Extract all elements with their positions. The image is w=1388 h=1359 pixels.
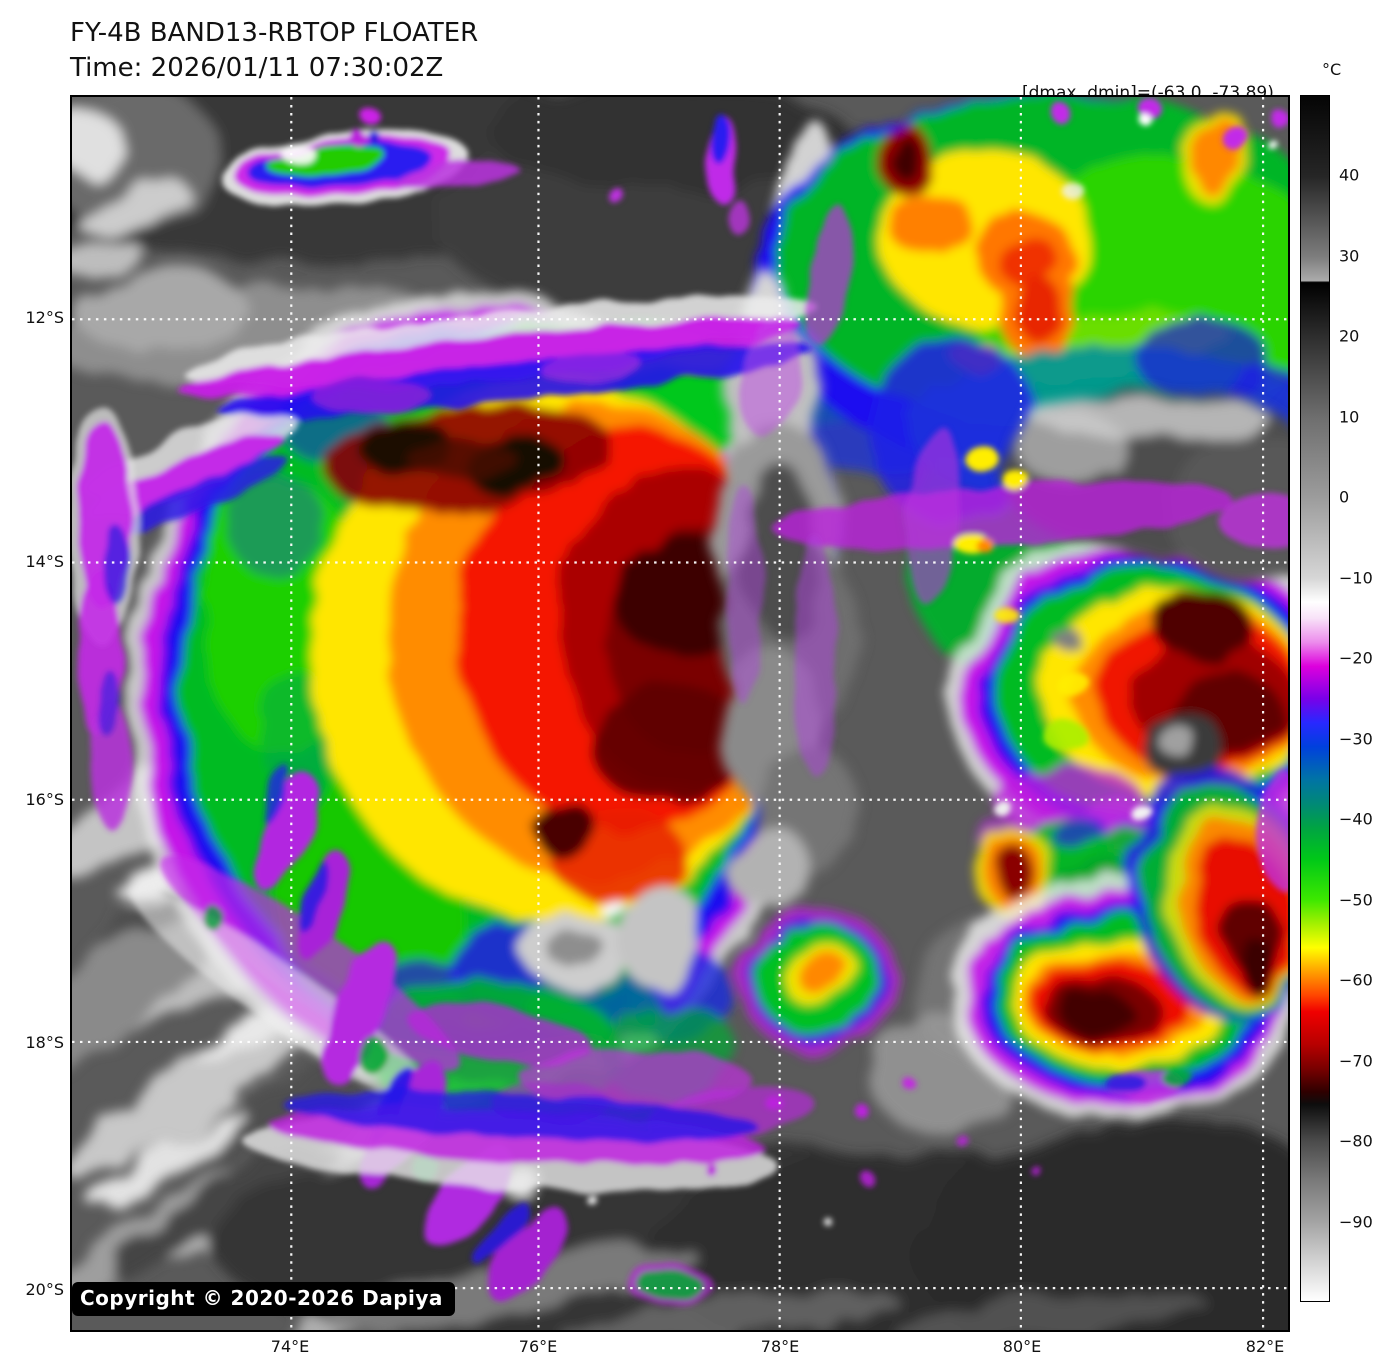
longitude-label: 74°E xyxy=(270,1337,310,1356)
colorbar-tick-label: 40 xyxy=(1339,165,1360,185)
colorbar-tick-label: −30 xyxy=(1339,729,1373,749)
colorbar-tick-label: 10 xyxy=(1339,407,1360,427)
longitude-label: 82°E xyxy=(1245,1337,1285,1356)
colorbar-tick-label: 30 xyxy=(1339,246,1360,266)
colorbar-tick-label: −80 xyxy=(1339,1131,1373,1151)
satellite-image xyxy=(72,97,1288,1330)
colorbar-gradient xyxy=(1300,95,1330,1302)
colorbar-tick-label: −40 xyxy=(1339,809,1373,829)
color-enhanced-layer xyxy=(126,97,1288,1121)
latitude-label: 12°S xyxy=(25,308,64,327)
latitude-label: 20°S xyxy=(25,1280,64,1299)
colorbar-unit-label: °C xyxy=(1322,60,1342,79)
latitude-label: 14°S xyxy=(25,552,64,571)
colorbar-tick-label: −50 xyxy=(1339,890,1373,910)
colorbar-tick-label: 0 xyxy=(1339,487,1350,507)
colorbar-tick-label: 20 xyxy=(1339,326,1360,346)
latitude-label: 18°S xyxy=(25,1033,64,1052)
page-title: FY-4B BAND13-RBTOP FLOATER xyxy=(70,18,479,48)
copyright-badge: Copyright © 2020-2026 Dapiya xyxy=(72,1282,455,1316)
graticule xyxy=(72,97,1288,1330)
longitude-label: 80°E xyxy=(1002,1337,1042,1356)
colorbar-tick-label: −60 xyxy=(1339,970,1373,990)
latitude-label: 16°S xyxy=(25,790,64,809)
fringe-detail-layer xyxy=(72,97,1288,1307)
satellite-map: Copyright © 2020-2026 Dapiya xyxy=(70,95,1290,1332)
longitude-label: 76°E xyxy=(518,1337,558,1356)
colorbar-tick-label: −90 xyxy=(1339,1212,1373,1232)
colorbar-tick-label: −70 xyxy=(1339,1051,1373,1071)
colorbar-tick-label: −10 xyxy=(1339,568,1373,588)
longitude-label: 78°E xyxy=(760,1337,800,1356)
colorbar-tick-label: −20 xyxy=(1339,648,1373,668)
timestamp-line: Time: 2026/01/11 07:30:02Z xyxy=(70,53,444,83)
